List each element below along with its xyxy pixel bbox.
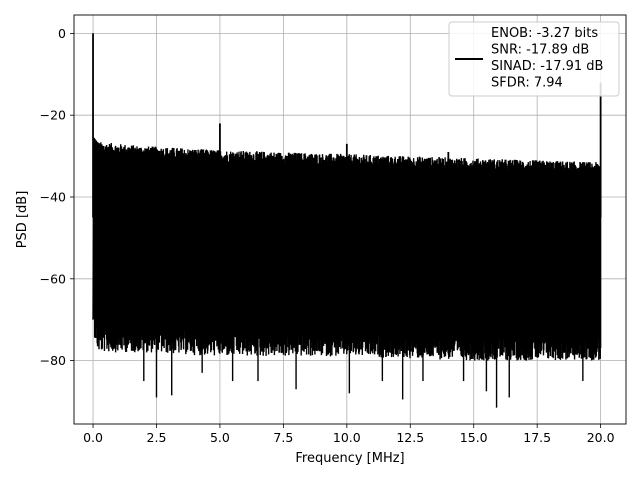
x-axis-ticks: 0.0 2.5 5.0 7.5 10.0 12.5 15.0 17.5 20.0: [83, 424, 615, 445]
x-axis-label: Frequency [MHz]: [295, 451, 404, 466]
x-tick-label: 17.5: [523, 430, 551, 445]
y-tick-label: −60: [40, 271, 66, 286]
legend-sinad: SINAD: -17.91 dB: [491, 59, 603, 74]
x-tick-label: 5.0: [210, 430, 230, 445]
axes-frame: [73, 14, 627, 425]
x-tick-label: 12.5: [396, 430, 424, 445]
psd-trace: [92, 137, 602, 361]
plot-area: [92, 33, 602, 408]
x-tick-label: 10.0: [333, 430, 361, 445]
legend-enob: ENOB: -3.27 bits: [491, 26, 598, 41]
y-axis-ticks: 0 −20 −40 −60 −80: [40, 26, 74, 368]
x-tick-label: 0.0: [83, 430, 103, 445]
x-tick-label: 20.0: [587, 430, 615, 445]
y-tick-label: −20: [40, 108, 66, 123]
legend-snr: SNR: -17.89 dB: [491, 43, 589, 58]
legend-box: [448, 21, 620, 97]
y-tick-label: −80: [40, 353, 66, 368]
x-tick-label: 7.5: [273, 430, 293, 445]
x-tick-label: 15.0: [460, 430, 488, 445]
y-tick-label: −40: [40, 190, 66, 205]
y-tick-label: 0: [58, 26, 66, 41]
y-axis-label: PSD [dB]: [15, 191, 30, 249]
x-tick-label: 2.5: [147, 430, 167, 445]
legend: ENOB: -3.27 bits SNR: -17.89 dB SINAD: -…: [448, 21, 620, 97]
legend-sfdr: SFDR: 7.94: [491, 76, 563, 91]
